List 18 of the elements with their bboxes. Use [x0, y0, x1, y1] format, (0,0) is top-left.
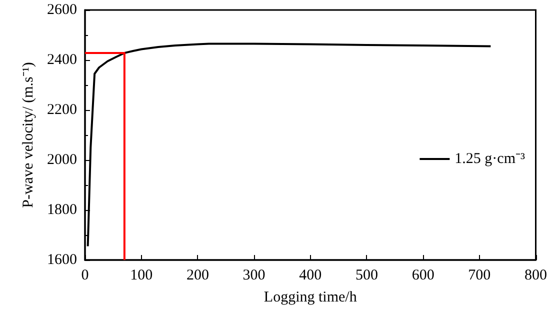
x-tick-label: 500 — [355, 268, 378, 284]
x-tick-label: 0 — [81, 268, 89, 284]
x-tick-label: 100 — [130, 268, 153, 284]
y-tick-label: 2200 — [47, 102, 77, 118]
x-tick-label: 700 — [468, 268, 491, 284]
y-axis-title: P-wave velocity/ (m.s⁻¹) — [20, 62, 37, 208]
y-tick-label: 2600 — [47, 2, 77, 18]
legend-label: 1.25 g·cm⁻³ — [454, 151, 526, 167]
y-tick-label: 2000 — [47, 152, 77, 168]
y-tick-label: 1600 — [47, 252, 77, 268]
x-tick-label: 600 — [412, 268, 434, 284]
y-tick-label: 1800 — [47, 202, 77, 218]
x-tick-label: 200 — [186, 268, 209, 284]
y-tick-label: 2400 — [47, 52, 77, 68]
x-tick-label: 800 — [524, 268, 547, 284]
x-tick-label: 300 — [242, 268, 266, 284]
x-tick-label: 400 — [299, 268, 322, 284]
x-axis-title: Logging time/h — [264, 290, 358, 306]
